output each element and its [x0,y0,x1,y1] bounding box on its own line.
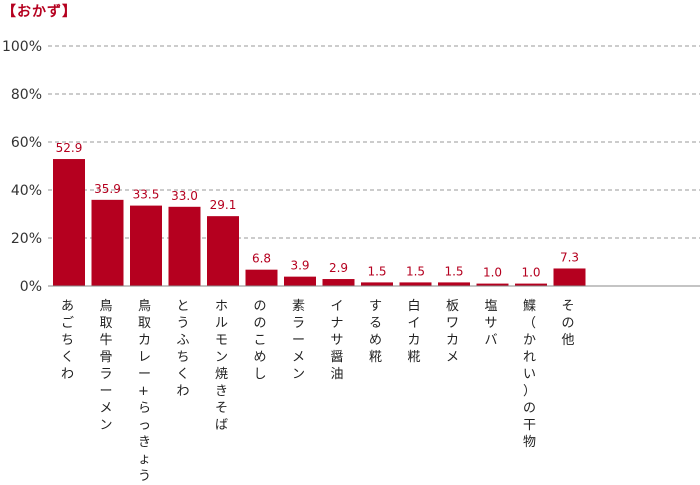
bar [245,269,278,286]
bar [91,199,124,286]
bar [207,216,239,286]
data-label: 35.9 [94,182,121,196]
y-tick-label: 20% [11,231,42,247]
bar [438,282,470,286]
data-label: 29.1 [210,198,237,212]
data-label: 1.0 [521,266,540,280]
data-label: 1.5 [444,264,463,278]
bar [322,279,355,286]
x-tick-label: ののこめし [254,299,267,382]
y-tick-label: 80% [11,87,42,103]
bars [53,159,586,286]
x-tick-label: するめ糀 [369,299,382,365]
x-tick-label: 素ラーメン [292,299,305,382]
data-labels: 52.9 35.9 33.5 33.0 29.1 6.8 3.9 2.9 1.5 1.5 1.5 1.… [56,141,579,280]
data-label: 3.9 [290,259,309,273]
y-tick-label: 100% [2,39,42,55]
bar [168,206,201,286]
data-label: 33.0 [171,189,198,203]
bar [53,159,85,286]
x-axis-labels: あごちくわ 鳥取牛骨ラーメン 鳥取カレー+らっきょう とうふちくわ ホルモン焼きそば のの… [61,298,575,484]
x-tick-label: 塩サバ [485,299,498,348]
x-tick-label: 白イカ糀 [408,298,421,365]
data-label: 33.5 [133,188,160,202]
x-tick-label: 鰈（かれい）の干物 [523,299,536,450]
chart-title: 【おかず】 [2,4,77,20]
data-label: 1.5 [367,264,386,278]
data-label: 1.5 [406,264,425,278]
data-label: 2.9 [329,261,348,275]
bar [476,283,509,286]
data-label: 52.9 [56,141,83,155]
x-tick-label: 板ワカメ [446,299,459,365]
bar [361,282,393,286]
x-tick-label: とうふちくわ [177,299,190,399]
bar [553,268,586,286]
bar [515,283,547,286]
y-axis-ticks: 0% 20% 40% 60% 80% 100% [2,39,42,295]
y-tick-label: 0% [20,279,42,295]
x-tick-label: ホルモン焼きそば [215,299,228,433]
bar [284,276,316,286]
x-tick-label: イナサ醤油 [331,299,344,382]
y-tick-label: 60% [11,135,42,151]
x-tick-label: その他 [562,299,575,348]
data-label: 6.8 [252,252,271,266]
data-label: 1.0 [483,266,502,280]
y-tick-label: 40% [11,183,42,199]
data-label: 7.3 [560,250,579,264]
x-tick-label: 鳥取牛骨ラーメン [100,299,113,433]
x-tick-label: 鳥取カレー+らっきょう [138,299,151,484]
bar [399,282,432,286]
x-tick-label: あごちくわ [61,299,74,382]
bar [130,205,162,286]
